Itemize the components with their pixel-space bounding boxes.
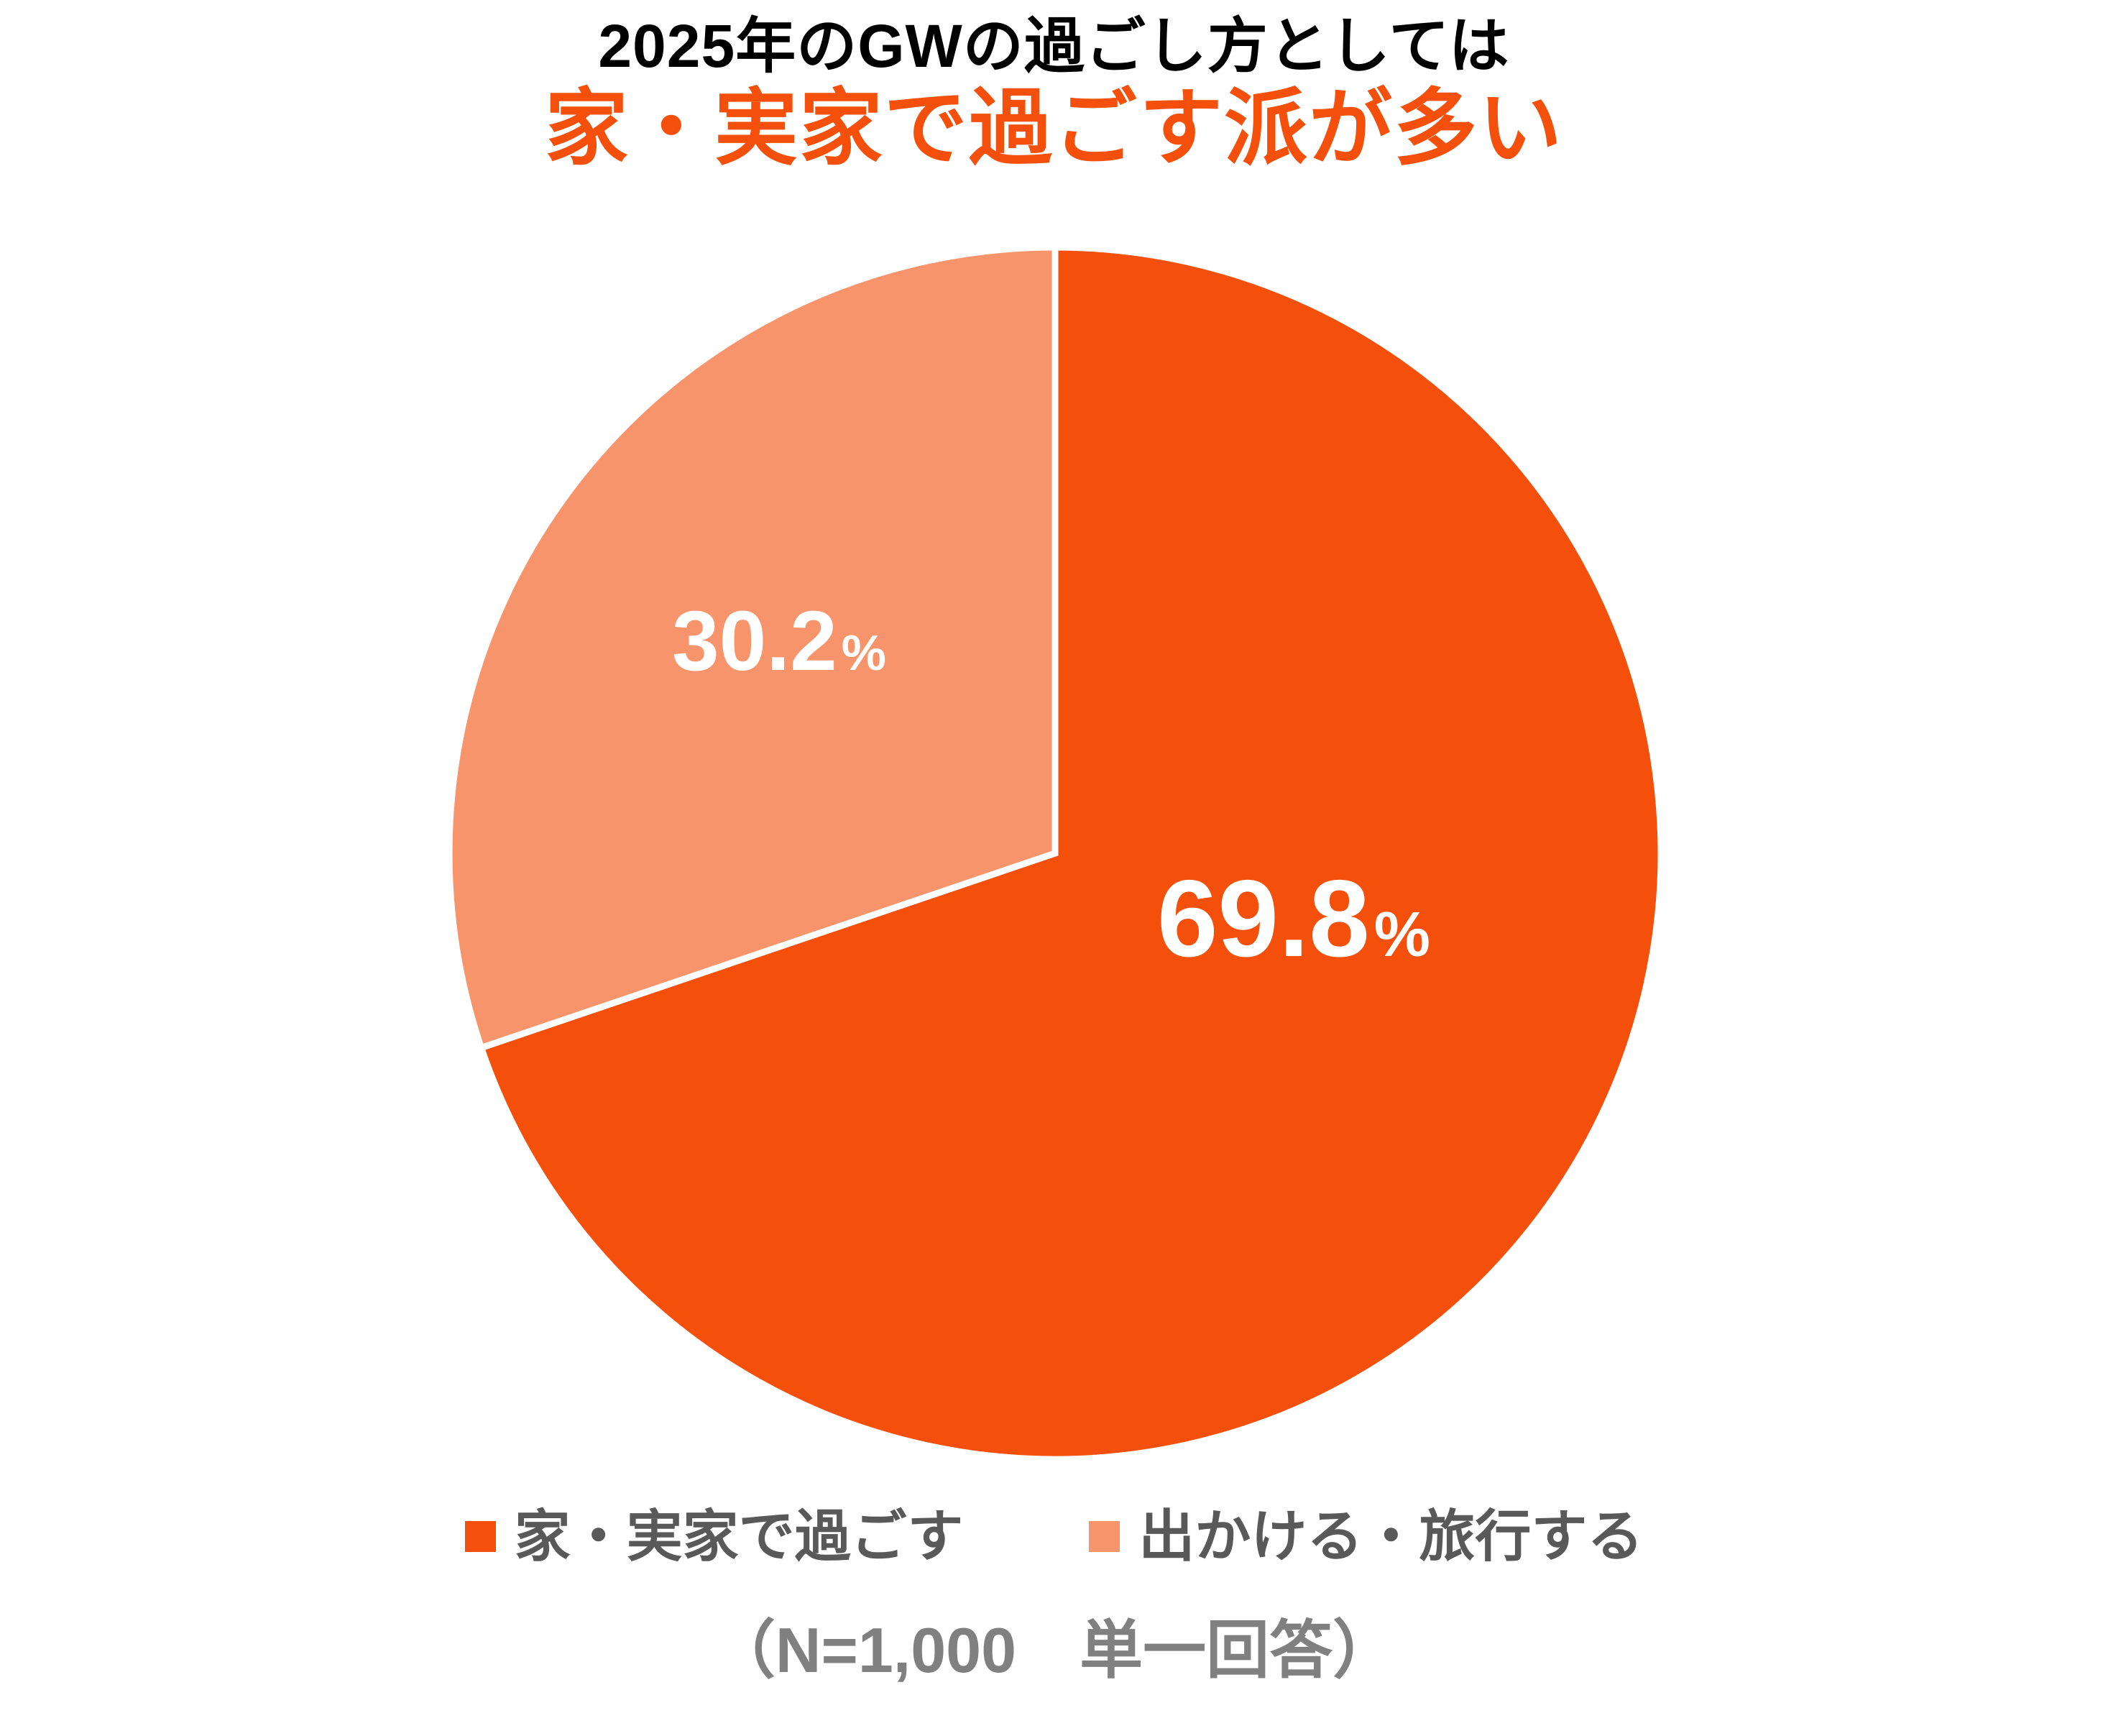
legend-label-stay-home: 家・実家で過ごす: [514, 1505, 964, 1568]
pie-label-unit: %: [1373, 899, 1431, 970]
legend-label-go-out: 出かける・旅行する: [1138, 1505, 1644, 1568]
pie-label-value: 30.2: [672, 594, 837, 689]
pie-label-value: 69.8: [1156, 858, 1370, 980]
chart-title-line2: 家・実家で過ごす派が多い: [544, 81, 1564, 175]
sample-size-note: （N=1,000 単一回答）: [712, 1615, 1396, 1686]
legend-item-go-out: 出かける・旅行する: [1089, 1508, 1643, 1564]
legend: 家・実家で過ごす 出かける・旅行する: [0, 1508, 2108, 1564]
legend-swatch-go-out: [1089, 1520, 1120, 1552]
pie-label-go-out: 30.2 %: [672, 599, 886, 684]
pie-label-stay-home: 69.8 %: [1157, 864, 1430, 973]
legend-item-stay-home: 家・実家で過ごす: [464, 1505, 964, 1568]
chart-title-line1: 2025年のGWの過ごし方としては: [598, 12, 1510, 80]
pie-slice-0: [477, 244, 1665, 1463]
pie-label-unit: %: [841, 625, 886, 681]
pie-slice-1: [446, 244, 1059, 1052]
legend-swatch-stay-home: [464, 1520, 496, 1552]
chart-title: 2025年のGWの過ごし方としては 家・実家で過ごす派が多い: [0, 16, 2108, 170]
